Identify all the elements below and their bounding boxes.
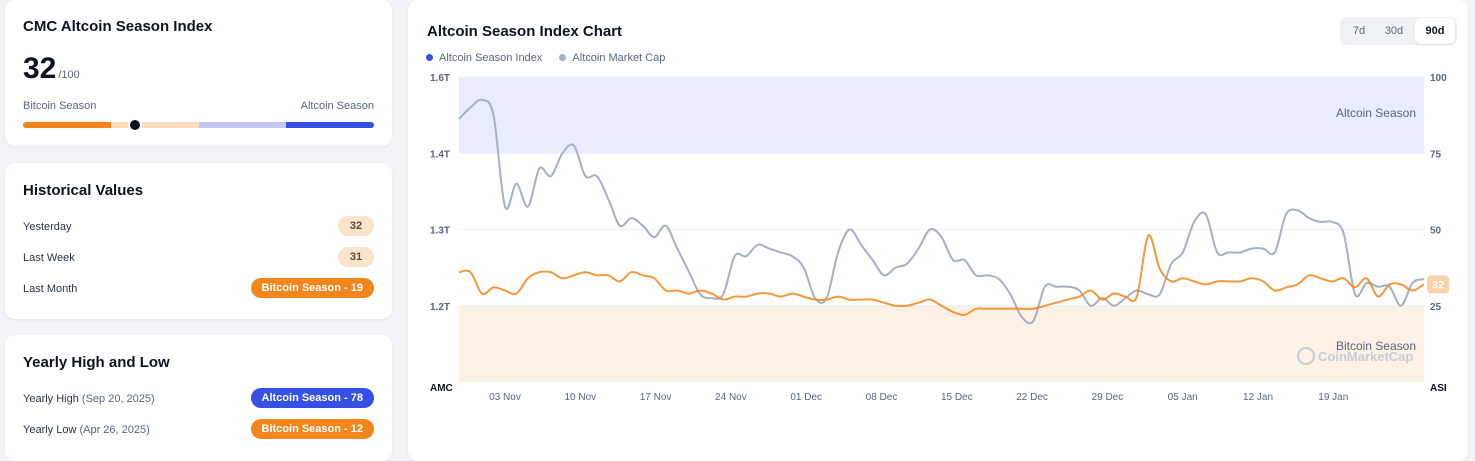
y-right-axis-label: ASI: [1430, 383, 1447, 394]
altcoin-season-chart[interactable]: Altcoin Season Bitcoin Season 1.2T 1.3T 1.4T…: [408, 0, 1468, 420]
y-right-tick-label: 100: [1430, 73, 1447, 84]
x-tick-label: 10 Nov: [564, 392, 596, 403]
chart-legend: Altcoin Season Index Altcoin Market Cap: [426, 52, 665, 64]
yearly-low-date: (Apr 26, 2025): [79, 424, 150, 436]
x-tick-label: 15 Dec: [941, 392, 973, 403]
series-line-altcoin-season-index: [458, 234, 1425, 316]
index-max: /100: [58, 69, 80, 81]
historical-title: Historical Values: [23, 182, 144, 199]
chart-card: Altcoin Season Index Chart 7d 30d 90d Al…: [408, 0, 1468, 461]
yearly-high-date: (Sep 20, 2025): [81, 393, 155, 405]
index-value: 32: [23, 52, 57, 85]
y-left-tick-label: 1.3T: [430, 226, 450, 237]
x-tick-label: 01 Dec: [790, 392, 822, 403]
chart-title: Altcoin Season Index Chart: [427, 23, 623, 40]
yearly-title: Yearly High and Low: [23, 354, 170, 371]
historical-row: Last Week 31: [23, 247, 374, 269]
gauge-segment-altcoin-light: [198, 122, 287, 128]
timeframe-7d-button[interactable]: 7d: [1352, 25, 1366, 37]
historical-row: Last Month Bitcoin Season - 19: [23, 278, 374, 300]
y-right-tick-label: 25: [1430, 302, 1442, 313]
historical-row-label: Last Month: [23, 283, 78, 295]
y-right-tick-label: 75: [1430, 149, 1442, 160]
yearly-high-text: Yearly High (Sep 20, 2025): [23, 393, 155, 405]
bitcoin-season-label: Bitcoin Season: [23, 100, 97, 112]
yearly-high-low-card: Yearly High and Low Yearly High (Sep 20,…: [5, 335, 392, 461]
legend-dot-gray-icon: [559, 53, 567, 61]
chart-watermark: CoinMarketCap: [1318, 349, 1413, 364]
y-right-tick-label: 50: [1430, 226, 1442, 237]
historical-values-card: Historical Values Yesterday 32 Last Week…: [5, 163, 392, 319]
legend-item-marketcap[interactable]: Altcoin Market Cap: [559, 52, 665, 64]
x-tick-label: 05 Jan: [1168, 392, 1198, 403]
historical-row-value: Bitcoin Season - 19: [250, 278, 374, 298]
legend-label-marketcap: Altcoin Market Cap: [572, 52, 666, 64]
yearly-high-row: Yearly High (Sep 20, 2025) Altcoin Seaso…: [23, 388, 374, 410]
x-tick-label: 17 Nov: [640, 392, 672, 403]
gauge-segment-bitcoin-light: [110, 122, 199, 128]
y-left-tick-label: 1.6T: [430, 73, 450, 84]
current-value-badge-text: 32: [1432, 279, 1444, 291]
zone-altcoin: [459, 77, 1424, 154]
legend-dot-blue-icon: [426, 53, 433, 61]
x-tick-label: 29 Dec: [1092, 392, 1124, 403]
coinmarketcap-logo-icon: [1297, 347, 1315, 365]
yearly-low-text: Yearly Low (Apr 26, 2025): [23, 424, 150, 436]
y-left-tick-label: 1.4T: [430, 149, 450, 160]
series-line-altcoin-market-cap: [458, 98, 1425, 325]
historical-row-label: Last Week: [23, 252, 75, 264]
current-value-badge: [1427, 275, 1449, 294]
yearly-high-label: Yearly High: [23, 393, 79, 405]
timeframe-selector: 7d 30d 90d: [1340, 17, 1457, 45]
historical-row-value: 32: [338, 216, 374, 236]
legend-label-index: Altcoin Season Index: [439, 52, 543, 64]
historical-row: Yesterday 32: [23, 216, 374, 238]
x-tick-label: 19 Jan: [1318, 392, 1348, 403]
y-left-axis-label: AMC: [430, 383, 453, 394]
index-title: CMC Altcoin Season Index: [23, 18, 213, 35]
historical-row-label: Yesterday: [23, 221, 72, 233]
legend-item-index[interactable]: Altcoin Season Index: [426, 52, 542, 64]
x-tick-label: 24 Nov: [715, 392, 747, 403]
yearly-low-value: Bitcoin Season - 12: [250, 419, 374, 439]
zone-bitcoin: [459, 305, 1424, 382]
season-gauge: [23, 118, 374, 132]
y-left-tick-label: 1.2T: [430, 302, 450, 313]
gauge-segment-bitcoin: [23, 122, 111, 128]
timeframe-90d-button[interactable]: 90d: [1415, 18, 1455, 44]
timeframe-30d-button[interactable]: 30d: [1384, 25, 1404, 37]
yearly-low-row: Yearly Low (Apr 26, 2025) Bitcoin Season…: [23, 419, 374, 441]
historical-row-value: 31: [338, 247, 374, 267]
x-tick-label: 22 Dec: [1016, 392, 1048, 403]
x-tick-label: 08 Dec: [866, 392, 898, 403]
altcoin-season-label: Altcoin Season: [300, 100, 374, 112]
index-value-group: 32/100: [23, 52, 80, 86]
zone-label-altcoin: Altcoin Season: [1336, 106, 1416, 120]
x-tick-label: 12 Jan: [1243, 392, 1273, 403]
zone-label-bitcoin: Bitcoin Season: [1336, 339, 1416, 353]
gauge-segment-altcoin: [286, 122, 374, 128]
yearly-high-value: Altcoin Season - 78: [250, 388, 374, 408]
x-tick-label: 03 Nov: [489, 392, 521, 403]
altcoin-index-card: CMC Altcoin Season Index 32/100 Bitcoin …: [5, 0, 392, 146]
yearly-low-label: Yearly Low: [23, 424, 77, 436]
gauge-indicator: [128, 118, 143, 132]
